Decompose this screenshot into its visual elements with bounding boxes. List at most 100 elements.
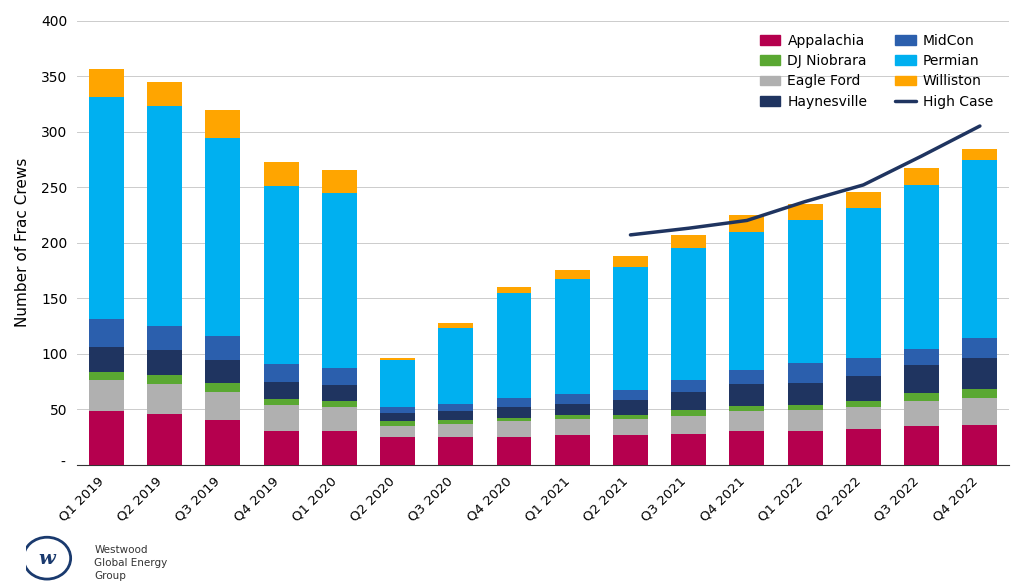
- Bar: [555, 419, 590, 435]
- Bar: [555, 280, 590, 394]
- High Case: [625, 231, 637, 239]
- Bar: [613, 400, 648, 415]
- Bar: [963, 389, 997, 398]
- Text: -: -: [60, 455, 66, 469]
- Bar: [671, 248, 707, 380]
- Bar: [613, 435, 648, 465]
- Bar: [904, 349, 939, 365]
- Bar: [438, 411, 473, 420]
- Bar: [555, 435, 590, 465]
- Bar: [497, 421, 531, 437]
- Bar: [787, 220, 822, 363]
- Bar: [206, 420, 241, 465]
- Bar: [380, 360, 415, 407]
- Bar: [497, 398, 531, 407]
- Bar: [206, 111, 241, 138]
- Bar: [380, 437, 415, 465]
- Bar: [671, 416, 707, 434]
- Bar: [613, 256, 648, 267]
- Bar: [263, 381, 299, 399]
- Bar: [613, 390, 648, 400]
- Bar: [904, 401, 939, 426]
- Bar: [322, 368, 356, 385]
- Bar: [147, 106, 182, 326]
- Bar: [380, 413, 415, 421]
- Bar: [904, 365, 939, 393]
- Bar: [147, 326, 182, 350]
- Bar: [963, 338, 997, 358]
- Bar: [89, 69, 124, 97]
- Bar: [787, 405, 822, 410]
- Bar: [787, 431, 822, 465]
- Bar: [380, 421, 415, 426]
- Bar: [147, 350, 182, 375]
- Bar: [206, 391, 241, 420]
- Bar: [206, 336, 241, 360]
- Bar: [438, 323, 473, 328]
- Bar: [438, 404, 473, 411]
- Bar: [671, 434, 707, 465]
- Bar: [671, 380, 707, 391]
- Bar: [497, 287, 531, 292]
- Bar: [89, 97, 124, 319]
- Bar: [438, 420, 473, 424]
- Bar: [787, 363, 822, 383]
- Bar: [671, 410, 707, 416]
- Bar: [322, 401, 356, 407]
- Bar: [555, 415, 590, 419]
- Bar: [380, 407, 415, 413]
- Bar: [904, 185, 939, 349]
- Bar: [613, 419, 648, 435]
- Bar: [555, 404, 590, 415]
- Bar: [904, 393, 939, 401]
- Bar: [787, 410, 822, 431]
- Bar: [322, 193, 356, 368]
- Bar: [729, 384, 764, 406]
- Bar: [904, 168, 939, 185]
- Bar: [322, 385, 356, 401]
- Bar: [263, 399, 299, 405]
- Bar: [846, 376, 881, 401]
- High Case: [974, 122, 986, 130]
- Bar: [380, 358, 415, 360]
- Bar: [729, 411, 764, 431]
- Bar: [497, 407, 531, 418]
- Bar: [963, 358, 997, 389]
- Bar: [787, 383, 822, 405]
- Bar: [555, 270, 590, 280]
- Bar: [263, 162, 299, 186]
- Text: w: w: [39, 550, 55, 568]
- Text: Westwood
Global Energy
Group: Westwood Global Energy Group: [94, 545, 168, 581]
- Bar: [497, 437, 531, 465]
- Bar: [729, 406, 764, 411]
- High Case: [683, 224, 695, 231]
- Bar: [497, 292, 531, 398]
- Bar: [497, 418, 531, 421]
- Bar: [613, 267, 648, 390]
- Bar: [846, 208, 881, 358]
- Bar: [787, 204, 822, 220]
- Bar: [438, 437, 473, 465]
- Bar: [89, 380, 124, 411]
- Bar: [206, 383, 241, 391]
- Bar: [438, 424, 473, 437]
- Bar: [147, 375, 182, 384]
- High Case: [915, 152, 928, 159]
- Bar: [963, 398, 997, 425]
- Bar: [322, 407, 356, 431]
- Bar: [89, 411, 124, 465]
- Bar: [963, 149, 997, 161]
- Bar: [671, 235, 707, 248]
- Bar: [322, 171, 356, 193]
- Bar: [729, 370, 764, 384]
- Bar: [380, 426, 415, 437]
- Bar: [147, 81, 182, 106]
- Bar: [263, 405, 299, 431]
- High Case: [799, 198, 811, 205]
- Bar: [263, 364, 299, 381]
- Bar: [846, 401, 881, 407]
- Bar: [263, 431, 299, 465]
- Bar: [89, 319, 124, 347]
- Bar: [613, 415, 648, 419]
- Bar: [89, 347, 124, 372]
